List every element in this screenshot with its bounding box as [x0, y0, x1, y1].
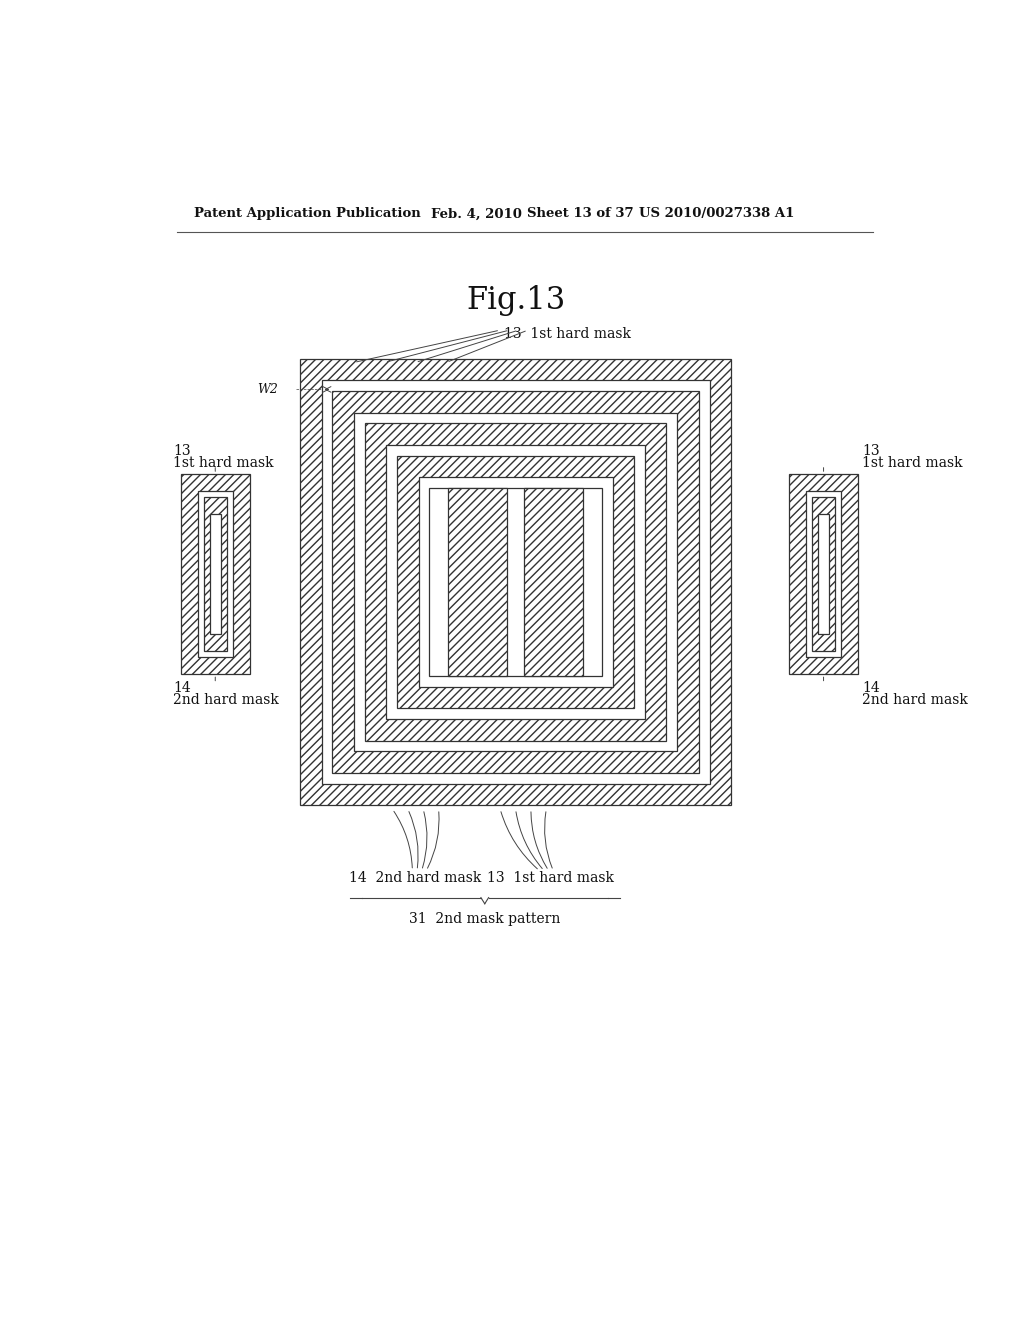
Bar — [333, 391, 698, 774]
Bar — [524, 488, 584, 676]
Bar — [812, 498, 836, 651]
Bar — [198, 491, 233, 657]
Bar — [180, 474, 250, 675]
Text: 14: 14 — [173, 681, 190, 696]
Text: US 2010/0027338 A1: US 2010/0027338 A1 — [639, 207, 795, 220]
Text: 2nd hard mask: 2nd hard mask — [173, 693, 279, 706]
Text: 13: 13 — [862, 444, 880, 458]
Bar — [210, 515, 220, 635]
Text: Sheet 13 of 37: Sheet 13 of 37 — [527, 207, 634, 220]
Text: 13  1st hard mask: 13 1st hard mask — [486, 871, 613, 886]
Text: 1st hard mask: 1st hard mask — [862, 455, 963, 470]
Bar — [806, 491, 842, 657]
Bar — [429, 488, 602, 676]
Bar — [365, 424, 667, 741]
Bar — [397, 455, 634, 708]
Text: 14  2nd hard mask: 14 2nd hard mask — [450, 737, 582, 751]
Text: 31  2nd mask pattern: 31 2nd mask pattern — [409, 912, 560, 927]
Text: 14: 14 — [862, 681, 880, 696]
Bar — [419, 478, 612, 686]
Bar — [788, 474, 858, 675]
Text: 1st hard mask: 1st hard mask — [173, 455, 273, 470]
Bar — [386, 445, 645, 719]
Bar — [300, 359, 731, 805]
Text: W2: W2 — [257, 383, 279, 396]
Text: Feb. 4, 2010: Feb. 4, 2010 — [431, 207, 522, 220]
Text: 13: 13 — [173, 444, 190, 458]
Bar — [818, 515, 829, 635]
Text: 2nd hard mask: 2nd hard mask — [862, 693, 968, 706]
Text: 14  2nd hard mask: 14 2nd hard mask — [349, 871, 481, 886]
Bar — [322, 380, 710, 784]
Text: Patent Application Publication: Patent Application Publication — [194, 207, 421, 220]
Bar — [204, 498, 226, 651]
Bar — [354, 412, 677, 751]
Text: 13  1st hard mask: 13 1st hard mask — [504, 327, 631, 341]
Text: Fig.13: Fig.13 — [466, 285, 565, 317]
Bar — [447, 488, 507, 676]
Text: W2: W2 — [340, 436, 360, 449]
